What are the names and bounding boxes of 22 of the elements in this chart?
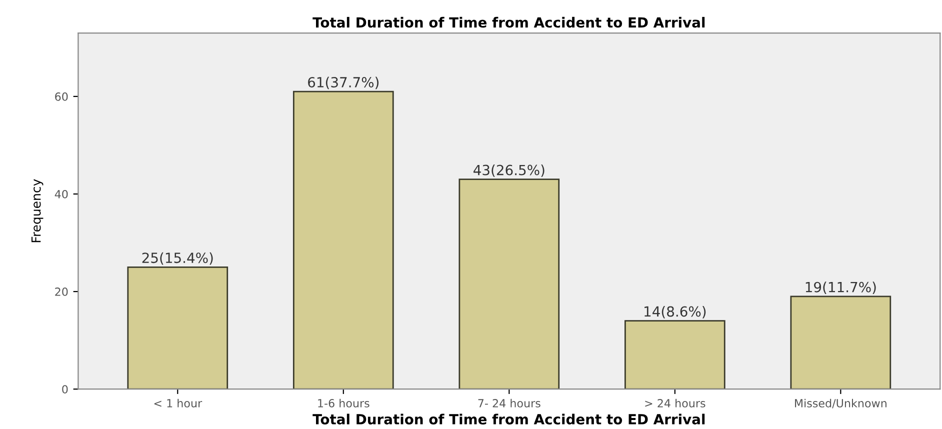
y-tick-label: 20 xyxy=(55,288,68,296)
data-label: 43(26.5%) xyxy=(474,164,544,177)
y-axis-title: Frequency xyxy=(32,179,44,242)
bar xyxy=(790,296,892,390)
x-axis-title: Total Duration of Time from Accident to ED Arrival xyxy=(312,414,705,424)
x-tick-label: 1-6 hours xyxy=(318,398,370,408)
bar xyxy=(292,90,394,390)
data-label: 25(15.4%) xyxy=(142,252,213,265)
x-tick-label: < 1 hour xyxy=(154,398,202,408)
x-tick-label: > 24 hours xyxy=(645,398,706,408)
bar xyxy=(127,266,228,390)
bar xyxy=(624,320,726,390)
x-tick-label: 7- 24 hours xyxy=(478,398,540,408)
y-tick-label: 40 xyxy=(54,190,68,198)
y-tick-label: 60 xyxy=(55,92,68,101)
chart-title: Total Duration of Time from Accident to ED Arrival xyxy=(312,16,705,28)
data-label: 14(8.6%) xyxy=(644,306,706,318)
data-label: 19(11.7%) xyxy=(806,282,876,294)
y-tick-label: 0 xyxy=(62,385,68,394)
bar xyxy=(458,178,560,390)
data-label: 61(37.7%) xyxy=(308,76,379,90)
x-tick-label: Missed/Unknown xyxy=(795,398,886,408)
